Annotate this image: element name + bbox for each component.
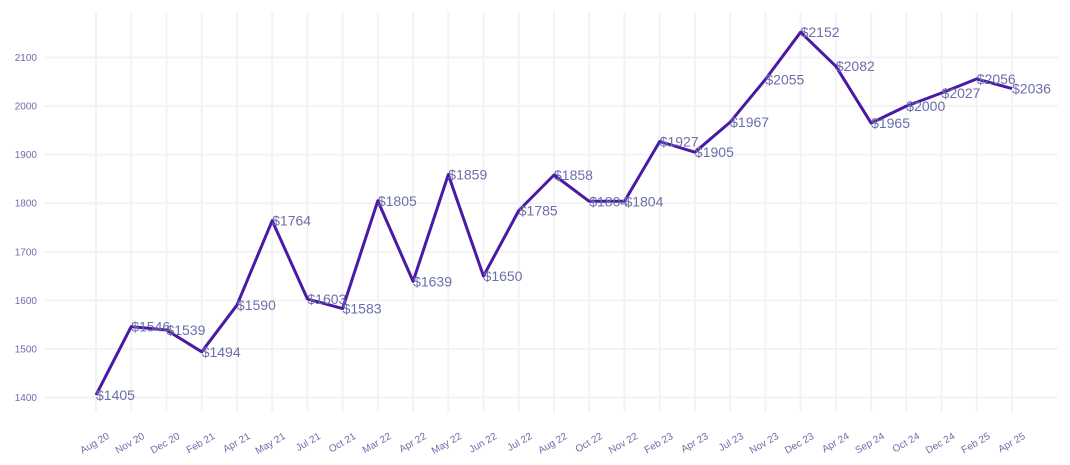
data-label: $2000 [906,98,945,114]
x-tick-label: Oct 24 [891,431,922,455]
y-tick-label: 1500 [15,344,38,355]
x-tick-label: May 21 [254,431,288,457]
x-tick-label: Sep 24 [854,431,887,457]
x-tick-label: Apr 24 [820,431,851,455]
x-tick-label: Oct 22 [574,431,605,455]
data-label: $2152 [801,24,840,40]
data-label: $1965 [871,115,910,131]
x-tick-label: Nov 20 [114,431,147,457]
data-label: $1405 [96,387,135,403]
x-tick-label: Jul 22 [506,431,535,454]
data-label: $1858 [554,167,593,183]
y-tick-label: 2100 [15,53,38,64]
data-label: $2082 [836,58,875,74]
data-label: $1539 [166,322,205,338]
x-axis-ticks: Aug 20 Nov 20 Dec 20 Feb 21 Apr 21 May 21 Jul … [79,431,1028,457]
data-label: $2036 [1012,81,1051,97]
y-tick-label: 1900 [15,150,38,161]
x-tick-label: Dec 23 [783,431,816,457]
x-tick-label: Feb 25 [960,431,993,456]
horizontal-grid [44,56,1058,399]
data-label: $2055 [765,71,804,87]
data-label: $1804 [624,193,663,209]
x-tick-label: Nov 23 [748,431,781,457]
data-label: $1785 [519,203,558,219]
x-tick-label: Feb 21 [185,431,218,456]
x-tick-label: Apr 25 [996,431,1027,455]
data-label: $2027 [942,85,981,101]
series-line [94,30,1013,396]
data-label: $1927 [660,134,699,150]
x-tick-label: Aug 22 [537,431,570,457]
x-tick-label: Jun 22 [468,431,500,456]
data-label: $1859 [448,167,487,183]
data-label: $1603 [307,291,346,307]
x-tick-label: Nov 22 [607,431,640,457]
y-axis-ticks: 1400 1500 1600 1700 1800 1900 2000 2100 [15,53,38,404]
data-label: $1804 [589,193,628,209]
y-tick-label: 1400 [15,393,38,404]
data-label: $1494 [202,344,241,360]
y-tick-label: 1800 [15,199,38,210]
y-tick-label: 2000 [15,102,38,113]
x-tick-label: Feb 23 [643,431,676,456]
data-label: $2056 [977,71,1016,87]
x-tick-label: Dec 20 [149,431,182,457]
x-tick-label: Aug 20 [79,431,112,457]
y-tick-label: 1600 [15,296,38,307]
x-tick-label: Apr 21 [221,431,252,455]
data-label: $1583 [343,301,382,317]
data-label: $1639 [413,273,452,289]
x-tick-label: Apr 22 [398,431,429,455]
data-labels: $1405 $1546$1539 $1494 $1590 $1764 $1603$1583… [96,24,1051,403]
x-tick-label: Jul 23 [717,431,746,454]
y-tick-label: 1700 [15,247,38,258]
x-tick-label: Oct 21 [327,431,358,455]
x-tick-label: Apr 23 [679,431,710,455]
x-tick-label: May 22 [430,431,464,457]
data-label: $1546 [131,319,170,335]
data-label: $1967 [730,114,769,130]
x-tick-label: Jul 21 [294,431,323,454]
data-label: $1905 [695,144,734,160]
x-tick-label: Dec 24 [924,431,957,457]
data-label: $1805 [378,193,417,209]
x-tick-label: Mar 22 [361,431,394,456]
data-label: $1764 [272,213,311,229]
data-label: $1590 [237,297,276,313]
data-label: $1650 [484,268,523,284]
